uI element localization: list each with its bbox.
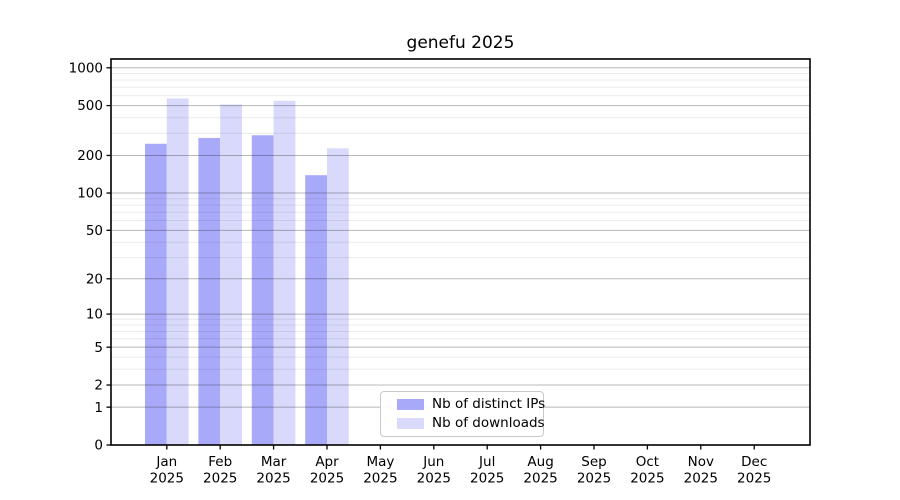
y-tick-label-0: 0 <box>94 438 103 454</box>
plot-border <box>110 58 811 446</box>
legend-label-distinct-ips: Nb of distinct IPs <box>432 396 546 412</box>
x-tick-label-month-apr: Apr <box>315 454 339 470</box>
x-tick-label-year-sep: 2025 <box>577 471 611 487</box>
legend-entry-distinct-ips: Nb of distinct IPs <box>397 397 545 412</box>
x-tick-label-year-feb: 2025 <box>203 471 237 487</box>
x-tick-label-month-jul: Jul <box>478 454 495 470</box>
legend-swatch-distinct-ips <box>397 399 424 410</box>
bar-distinct-ips-jan <box>145 143 167 445</box>
x-tick-label-month-aug: Aug <box>527 454 553 470</box>
x-tick-label-year-oct: 2025 <box>630 471 664 487</box>
x-tick-label-month-feb: Feb <box>208 454 232 470</box>
y-tick-label-10: 10 <box>86 307 103 323</box>
y-tick-label-20: 20 <box>86 271 103 287</box>
x-tick-label-year-jan: 2025 <box>150 471 184 487</box>
x-tick-label-year-jun: 2025 <box>417 471 451 487</box>
legend-swatch-downloads <box>397 418 424 429</box>
x-tick-label-month-may: May <box>366 454 394 470</box>
x-tick-label-month-jun: Jun <box>422 454 444 470</box>
x-tick-label-year-dec: 2025 <box>737 471 771 487</box>
bar-downloads-apr <box>327 148 349 446</box>
x-tick-label-month-jan: Jan <box>155 454 177 470</box>
y-tick-label-500: 500 <box>77 98 103 114</box>
x-tick-label-month-mar: Mar <box>261 454 287 470</box>
x-tick-label-year-nov: 2025 <box>684 471 718 487</box>
bar-downloads-jan <box>166 98 189 445</box>
bar-distinct-ips-feb <box>198 137 221 445</box>
x-tick-label-year-may: 2025 <box>363 471 397 487</box>
y-tick-label-1: 1 <box>94 400 103 416</box>
y-tick-label-200: 200 <box>77 148 103 164</box>
x-tick-label-month-oct: Oct <box>636 454 659 470</box>
x-tick-label-month-nov: Nov <box>688 454 714 470</box>
legend-box: Nb of distinct IPs Nb of downloads <box>380 391 545 437</box>
chart-title: genefu 2025 <box>406 33 515 53</box>
y-tick-label-1000: 1000 <box>69 60 103 76</box>
bar-distinct-ips-apr <box>305 175 327 445</box>
bar-downloads-feb <box>220 104 242 445</box>
x-tick-label-year-apr: 2025 <box>310 471 344 487</box>
legend-label-downloads: Nb of downloads <box>432 415 545 431</box>
x-tick-label-month-dec: Dec <box>741 454 767 470</box>
bar-distinct-ips-mar <box>251 135 274 445</box>
x-tick-label-year-mar: 2025 <box>256 471 290 487</box>
x-tick-label-year-aug: 2025 <box>523 471 557 487</box>
bar-downloads-mar <box>273 100 296 445</box>
x-tick-label-year-jul: 2025 <box>470 471 504 487</box>
y-tick-label-2: 2 <box>94 378 103 394</box>
y-tick-label-100: 100 <box>77 186 103 202</box>
y-tick-label-5: 5 <box>94 340 103 356</box>
x-tick-label-month-sep: Sep <box>581 454 606 470</box>
legend-entry-downloads: Nb of downloads <box>397 416 545 431</box>
y-tick-label-50: 50 <box>86 223 103 239</box>
